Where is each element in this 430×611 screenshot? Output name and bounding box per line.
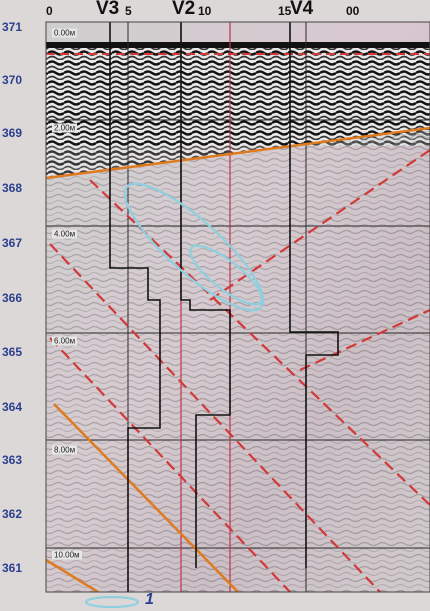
x-tick-0: 0 — [46, 4, 53, 18]
y-tick-369: 369 — [2, 126, 23, 140]
well-label-v2: V2 — [172, 0, 196, 19]
y-tick-367: 367 — [2, 236, 23, 250]
depth-tag-6: 6.00м — [52, 336, 78, 346]
y-tick-362: 362 — [2, 507, 23, 521]
depth-tag-0: 0.00м — [52, 28, 78, 38]
lower-texture — [46, 130, 430, 592]
legend-ellipse-icon — [84, 595, 140, 609]
y-tick-363: 363 — [2, 453, 23, 467]
well-v3-profile — [109, 22, 161, 592]
y-tick-365: 365 — [2, 345, 23, 359]
y-tick-368: 368 — [2, 181, 23, 195]
well-v4-profile — [289, 22, 339, 568]
anomaly-ellipse-inner — [189, 244, 263, 306]
x-tick-00: 00 — [346, 4, 360, 18]
depth-tag-10: 10.00м — [52, 550, 82, 560]
x-tick-5: 5 — [125, 4, 132, 18]
x-tick-15: 15 — [278, 4, 292, 18]
legend-number: 1 — [145, 591, 154, 608]
well-label-v4: V4 — [290, 0, 314, 19]
depth-tag-2: 2.00м — [52, 123, 78, 133]
y-tick-364: 364 — [2, 400, 23, 414]
anomaly-ellipses — [123, 182, 265, 312]
y-tick-371: 371 — [2, 20, 23, 34]
depth-tag-4: 4.00м — [52, 229, 78, 239]
anomaly-ellipse-outer — [123, 182, 265, 312]
top-black-band — [46, 42, 430, 48]
y-tick-370: 370 — [2, 73, 23, 87]
well-label-v3: V3 — [96, 0, 120, 19]
y-tick-366: 366 — [2, 291, 23, 305]
well-v2-profile — [180, 22, 231, 568]
well-lines — [109, 22, 339, 592]
strong-reflection-band — [46, 46, 430, 146]
depth-tag-8: 8.00м — [52, 445, 78, 455]
y-tick-361: 361 — [2, 561, 23, 575]
x-tick-10: 10 — [198, 4, 212, 18]
